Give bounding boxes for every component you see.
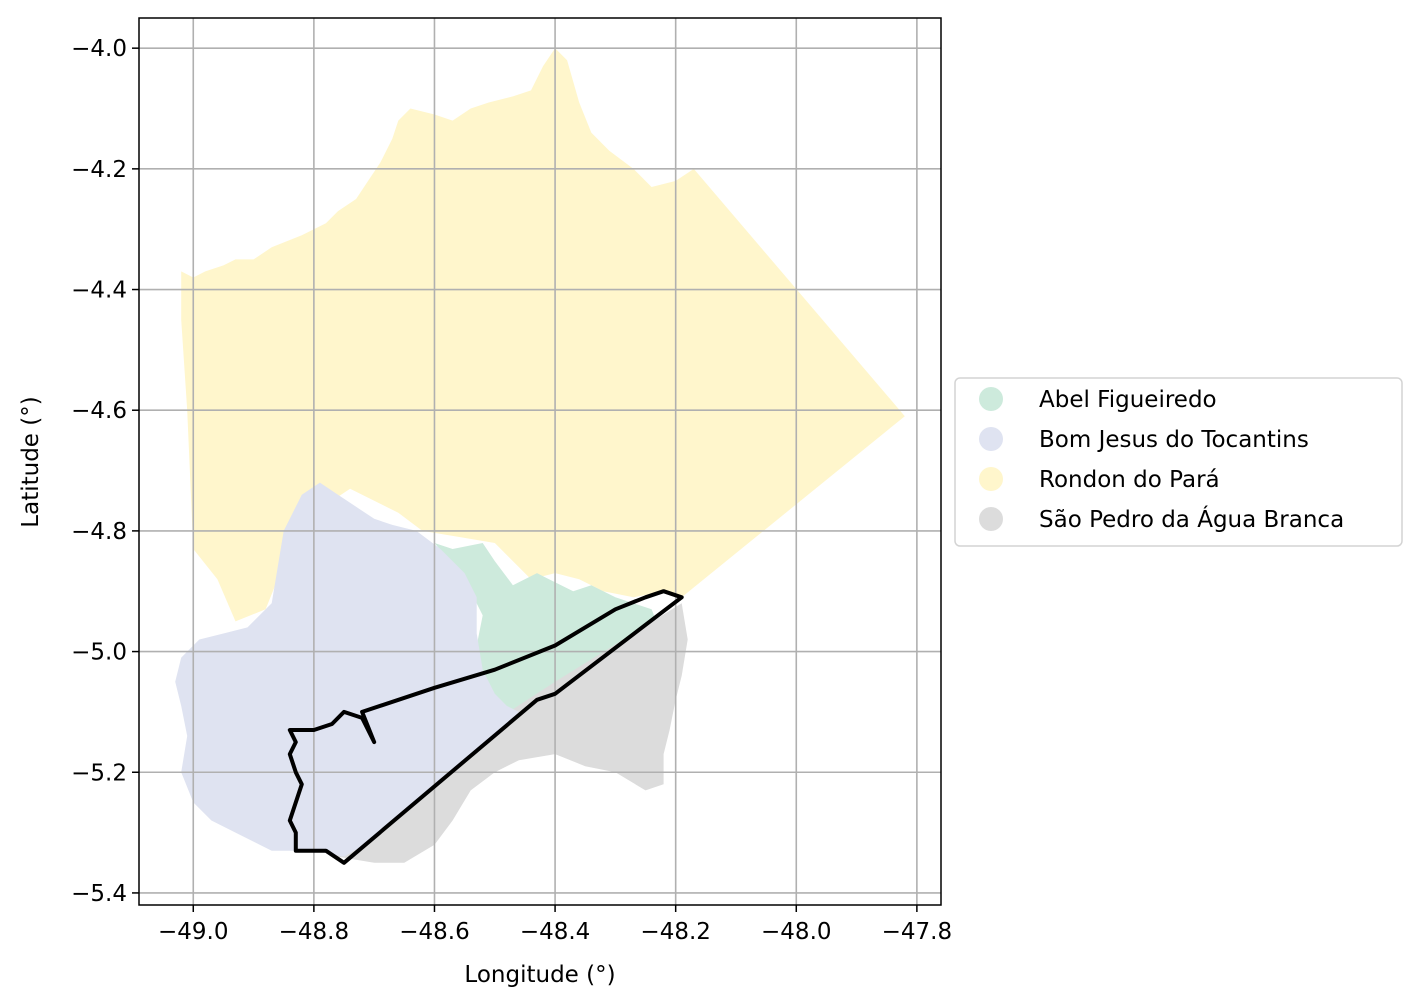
x-tick-label: −48.4 <box>520 919 590 945</box>
legend-label-bom-jesus-do-tocantins: Bom Jesus do Tocantins <box>1039 427 1309 453</box>
legend-marker-abel-figueiredo <box>979 387 1003 411</box>
y-axis-title: Latitude (°) <box>18 396 44 527</box>
legend-frame <box>954 377 1403 547</box>
x-tick-label: −49.0 <box>158 919 228 945</box>
y-tick-label: −5.4 <box>71 881 127 907</box>
y-tick-label: −4.0 <box>71 36 127 62</box>
region-rondon-do-para <box>181 48 905 622</box>
y-tick-label: −4.4 <box>71 278 127 304</box>
legend-label-sao-pedro-da-agua-branca: São Pedro da Água Branca <box>1039 505 1344 533</box>
x-tick-label: −47.8 <box>882 919 952 945</box>
legend-label-abel-figueiredo: Abel Figueiredo <box>1039 387 1217 413</box>
grid-layer <box>139 18 941 905</box>
legend-marker-rondon-do-para <box>979 467 1003 491</box>
y-tick-label: −4.2 <box>71 157 127 183</box>
legend-items: Abel Figueiredo Bom Jesus do Tocantins Ron… <box>979 387 1344 533</box>
x-axis: −49.0 −48.8 −48.6 −48.4 −48.2 −48.0 −47.8 <box>158 905 952 945</box>
x-tick-label: −48.2 <box>640 919 710 945</box>
x-tick-label: −48.8 <box>279 919 349 945</box>
highlighted-boundary-outline <box>287 589 684 865</box>
x-axis-title: Longitude (°) <box>464 962 615 988</box>
plot-frame <box>138 17 942 906</box>
y-tick-label: −4.6 <box>71 398 127 424</box>
outline-layer <box>287 589 684 865</box>
y-tick-label: −5.2 <box>71 760 127 786</box>
x-tick-label: −48.0 <box>761 919 831 945</box>
legend-marker-sao-pedro-da-agua-branca <box>979 507 1003 531</box>
legend-marker-bom-jesus-do-tocantins <box>979 427 1003 451</box>
region-bom-jesus-do-tocantins <box>175 482 519 857</box>
x-tick-label: −48.6 <box>399 919 469 945</box>
y-axis: −4.0 −4.2 −4.4 −4.6 −4.8 −5.0 −5.2 −5.4 <box>71 36 139 907</box>
legend-label-rondon-do-para: Rondon do Pará <box>1039 467 1220 493</box>
y-tick-label: −4.8 <box>71 519 127 545</box>
legend: Abel Figueiredo Bom Jesus do Tocantins Ron… <box>954 377 1403 547</box>
y-tick-label: −5.0 <box>71 640 127 666</box>
